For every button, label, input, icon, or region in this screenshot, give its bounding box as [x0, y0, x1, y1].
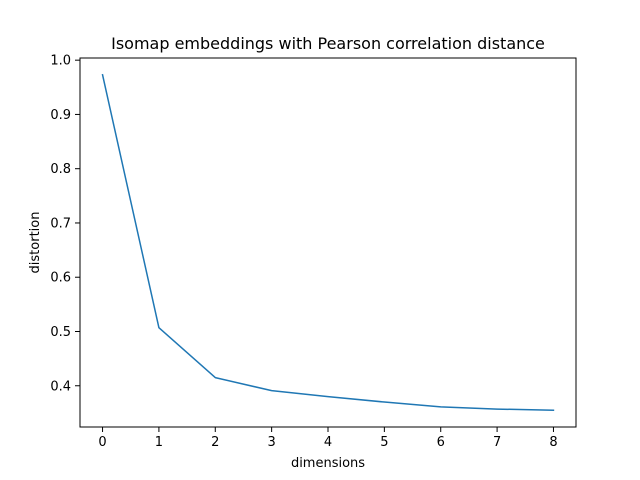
- y-axis-label: distortion: [28, 212, 43, 274]
- y-tick-label: 0.4: [50, 379, 71, 394]
- x-axis-ticks: 0 1 2 3 4 5 6 7 8: [98, 427, 558, 450]
- x-tick-label: 3: [267, 435, 275, 450]
- x-tick-label: 1: [155, 435, 163, 450]
- y-axis-ticks: 0.4 0.5 0.6 0.7 0.8 0.9 1.0: [50, 54, 80, 394]
- x-tick-label: 2: [211, 435, 219, 450]
- x-axis-label: dimensions: [291, 456, 365, 471]
- y-tick-label: 1.0: [50, 54, 71, 69]
- plot-area-frame: [79, 57, 577, 428]
- y-tick-label: 0.8: [50, 162, 71, 177]
- chart-title: Isomap embeddings with Pearson correlati…: [111, 34, 545, 53]
- x-tick-label: 6: [437, 435, 445, 450]
- y-tick-label: 0.9: [50, 108, 71, 123]
- y-tick-label: 0.7: [50, 216, 71, 231]
- x-tick-label: 0: [98, 435, 106, 450]
- x-tick-label: 7: [493, 435, 501, 450]
- x-tick-label: 4: [324, 435, 332, 450]
- y-tick-label: 0.5: [50, 325, 71, 340]
- series-layer: [101, 73, 555, 411]
- series-line-0: [101, 73, 555, 411]
- x-tick-label: 8: [549, 435, 557, 450]
- x-tick-label: 5: [380, 435, 388, 450]
- y-tick-label: 0.6: [50, 271, 71, 286]
